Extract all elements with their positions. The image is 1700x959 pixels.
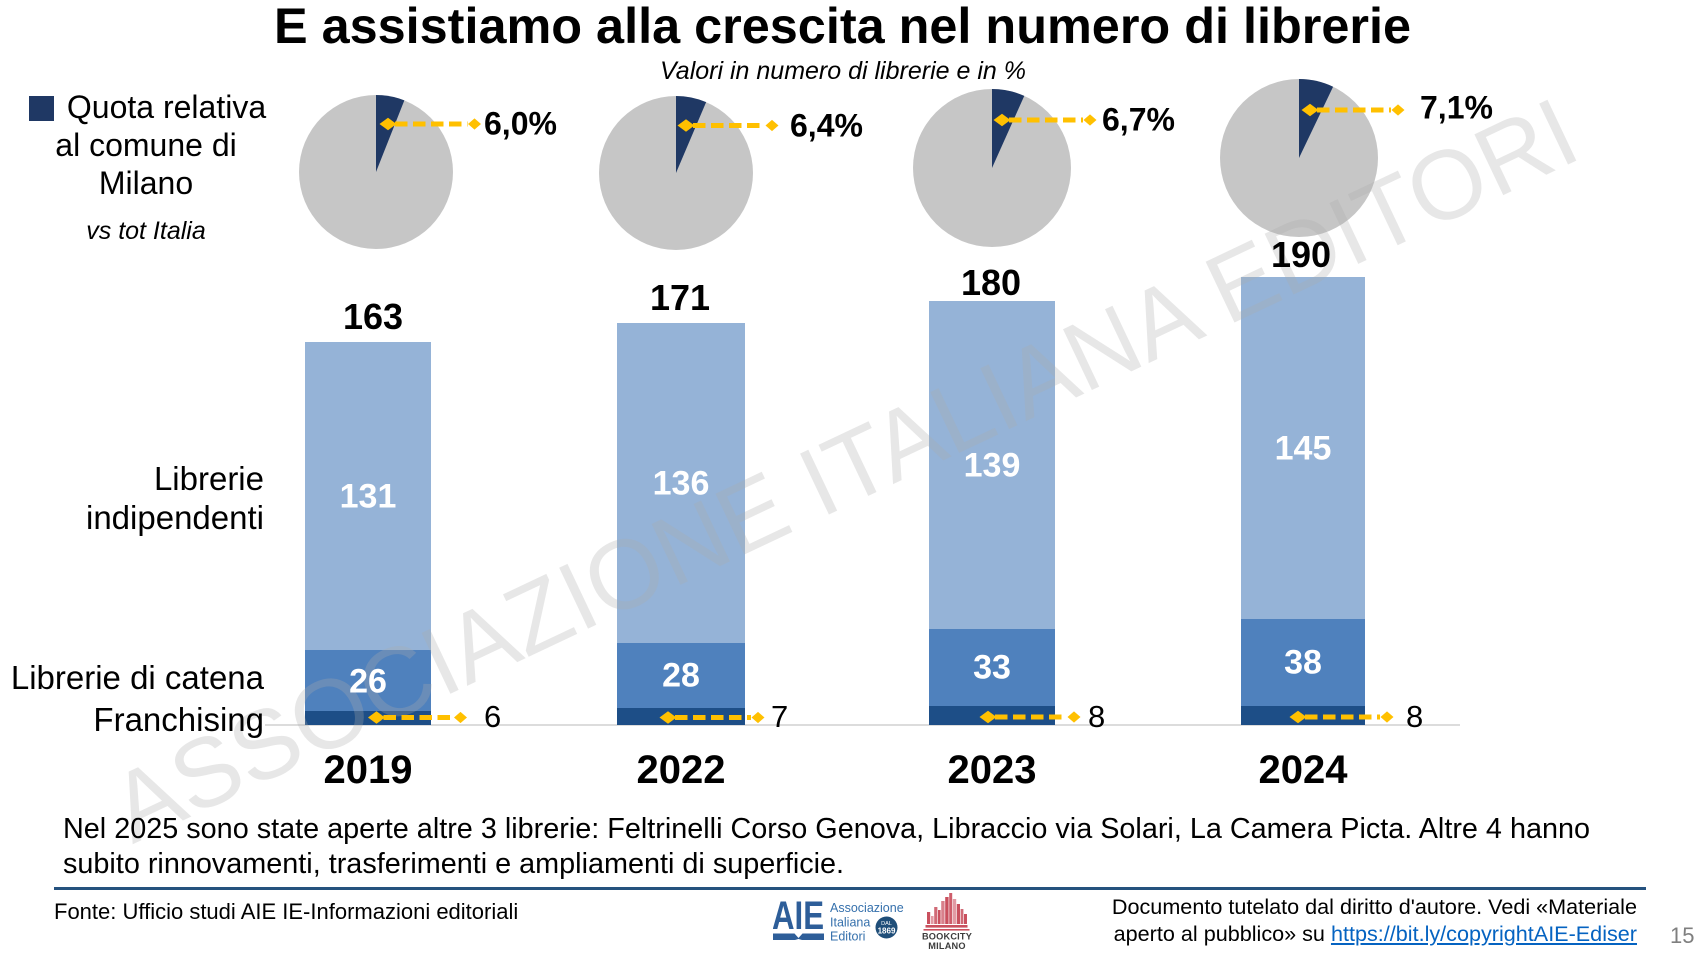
svg-text:Editori: Editori bbox=[830, 930, 865, 944]
svg-text:BOOKCITY: BOOKCITY bbox=[922, 932, 972, 942]
svg-text:MILANO: MILANO bbox=[928, 941, 965, 951]
svg-text:Associazione: Associazione bbox=[830, 901, 904, 915]
svg-text:Italiana: Italiana bbox=[830, 916, 870, 930]
svg-text:AIE: AIE bbox=[773, 899, 824, 938]
svg-text:1869: 1869 bbox=[878, 927, 896, 936]
svg-text:DAL: DAL bbox=[881, 921, 892, 927]
